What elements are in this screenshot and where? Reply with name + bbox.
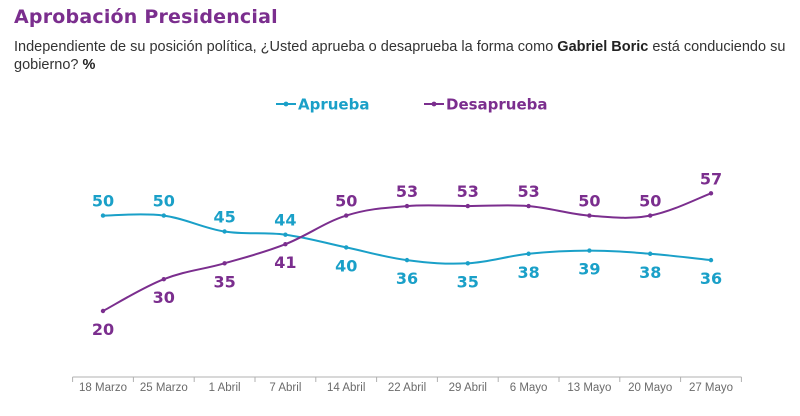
x-tick-label: 7 Abril xyxy=(269,382,301,394)
desaprueba-point xyxy=(526,203,531,209)
aprueba-data-label: 45 xyxy=(213,208,235,227)
desaprueba-point xyxy=(100,308,106,314)
aprueba-point xyxy=(222,229,227,234)
chart-title: Aprobación Presidencial xyxy=(14,6,278,28)
chart-subtitle: Independiente de su posición política, ¿… xyxy=(14,38,789,74)
x-tick-label: 22 Abril xyxy=(388,382,426,394)
aprueba-point xyxy=(526,251,531,256)
desaprueba-data-label: 41 xyxy=(274,253,296,272)
desaprueba-data-label: 53 xyxy=(457,182,479,201)
aprueba-point xyxy=(465,261,470,266)
desaprueba-point xyxy=(222,261,227,266)
desaprueba-data-label: 20 xyxy=(92,320,114,339)
desaprueba-data-label: 50 xyxy=(639,192,661,211)
desaprueba-data-label: 53 xyxy=(396,182,418,201)
x-tick-label: 27 Mayo xyxy=(689,382,733,394)
desaprueba-point xyxy=(161,277,166,282)
desaprueba-data-label: 50 xyxy=(578,192,600,211)
desaprueba-point xyxy=(708,191,714,196)
desaprueba-point xyxy=(465,203,470,209)
series-lines xyxy=(100,191,714,314)
aprueba-point xyxy=(161,213,166,218)
subtitle-unit: % xyxy=(82,57,96,73)
aprueba-data-label: 44 xyxy=(274,211,296,230)
subtitle-question: Independiente de su posición política, ¿… xyxy=(14,39,558,55)
aprueba-data-label: 40 xyxy=(335,256,357,275)
x-tick-label: 20 Mayo xyxy=(628,382,672,394)
aprueba-legend-label: Aprueba xyxy=(298,96,369,114)
desaprueba-data-label: 50 xyxy=(335,192,357,211)
x-axis: 18 Marzo 25 Marzo 1 Abril 7 Abril 14 Abril 22… xyxy=(72,376,742,394)
data-labels: 50 50 45 44 40 36 35 38 39 38 36 20 30 35 41 50 53 53 53 50… xyxy=(92,169,722,339)
aprueba-point xyxy=(708,257,714,263)
aprueba-legend-marker xyxy=(283,101,289,107)
desaprueba-data-label: 35 xyxy=(213,272,235,291)
aprueba-point xyxy=(283,232,288,237)
desaprueba-legend-marker xyxy=(431,101,437,107)
x-tick-label: 29 Abril xyxy=(449,382,487,394)
desaprueba-data-label: 57 xyxy=(700,169,722,188)
desaprueba-data-label: 53 xyxy=(517,182,539,201)
aprueba-point xyxy=(404,257,410,263)
aprueba-data-label: 50 xyxy=(153,192,175,211)
subtitle-president-name: Gabriel Boric xyxy=(557,39,649,55)
x-tick-label: 1 Abril xyxy=(209,382,241,394)
aprueba-data-label: 36 xyxy=(700,269,722,288)
aprueba-point xyxy=(587,248,592,253)
desaprueba-point xyxy=(648,213,653,218)
aprueba-point xyxy=(100,213,106,218)
aprueba-data-label: 50 xyxy=(92,192,114,211)
desaprueba-data-label: 30 xyxy=(153,288,175,307)
aprueba-data-label: 38 xyxy=(639,263,661,282)
aprueba-point xyxy=(648,251,653,256)
x-tick-label: 6 Mayo xyxy=(510,382,548,394)
desaprueba-legend-label: Desaprueba xyxy=(446,96,548,114)
x-tick-label: 18 Marzo xyxy=(79,382,127,394)
subtitle-question-end: está conduciendo su gobierno? xyxy=(14,39,786,73)
desaprueba-point xyxy=(283,242,288,247)
aprueba-point xyxy=(344,245,349,250)
aprueba-data-label: 38 xyxy=(517,263,539,282)
x-tick-label: 13 Mayo xyxy=(567,382,611,394)
aprueba-data-label: 36 xyxy=(396,269,418,288)
desaprueba-point xyxy=(344,213,349,218)
aprueba-line xyxy=(102,213,712,265)
aprueba-data-label: 39 xyxy=(578,260,600,279)
x-tick-label: 14 Abril xyxy=(327,382,365,394)
aprueba-data-label: 35 xyxy=(457,272,479,291)
x-tick-label: 25 Marzo xyxy=(140,382,188,394)
desaprueba-point xyxy=(404,203,410,209)
chart-legend: Aprueba Desaprueba xyxy=(276,96,548,114)
desaprueba-point xyxy=(587,213,592,218)
